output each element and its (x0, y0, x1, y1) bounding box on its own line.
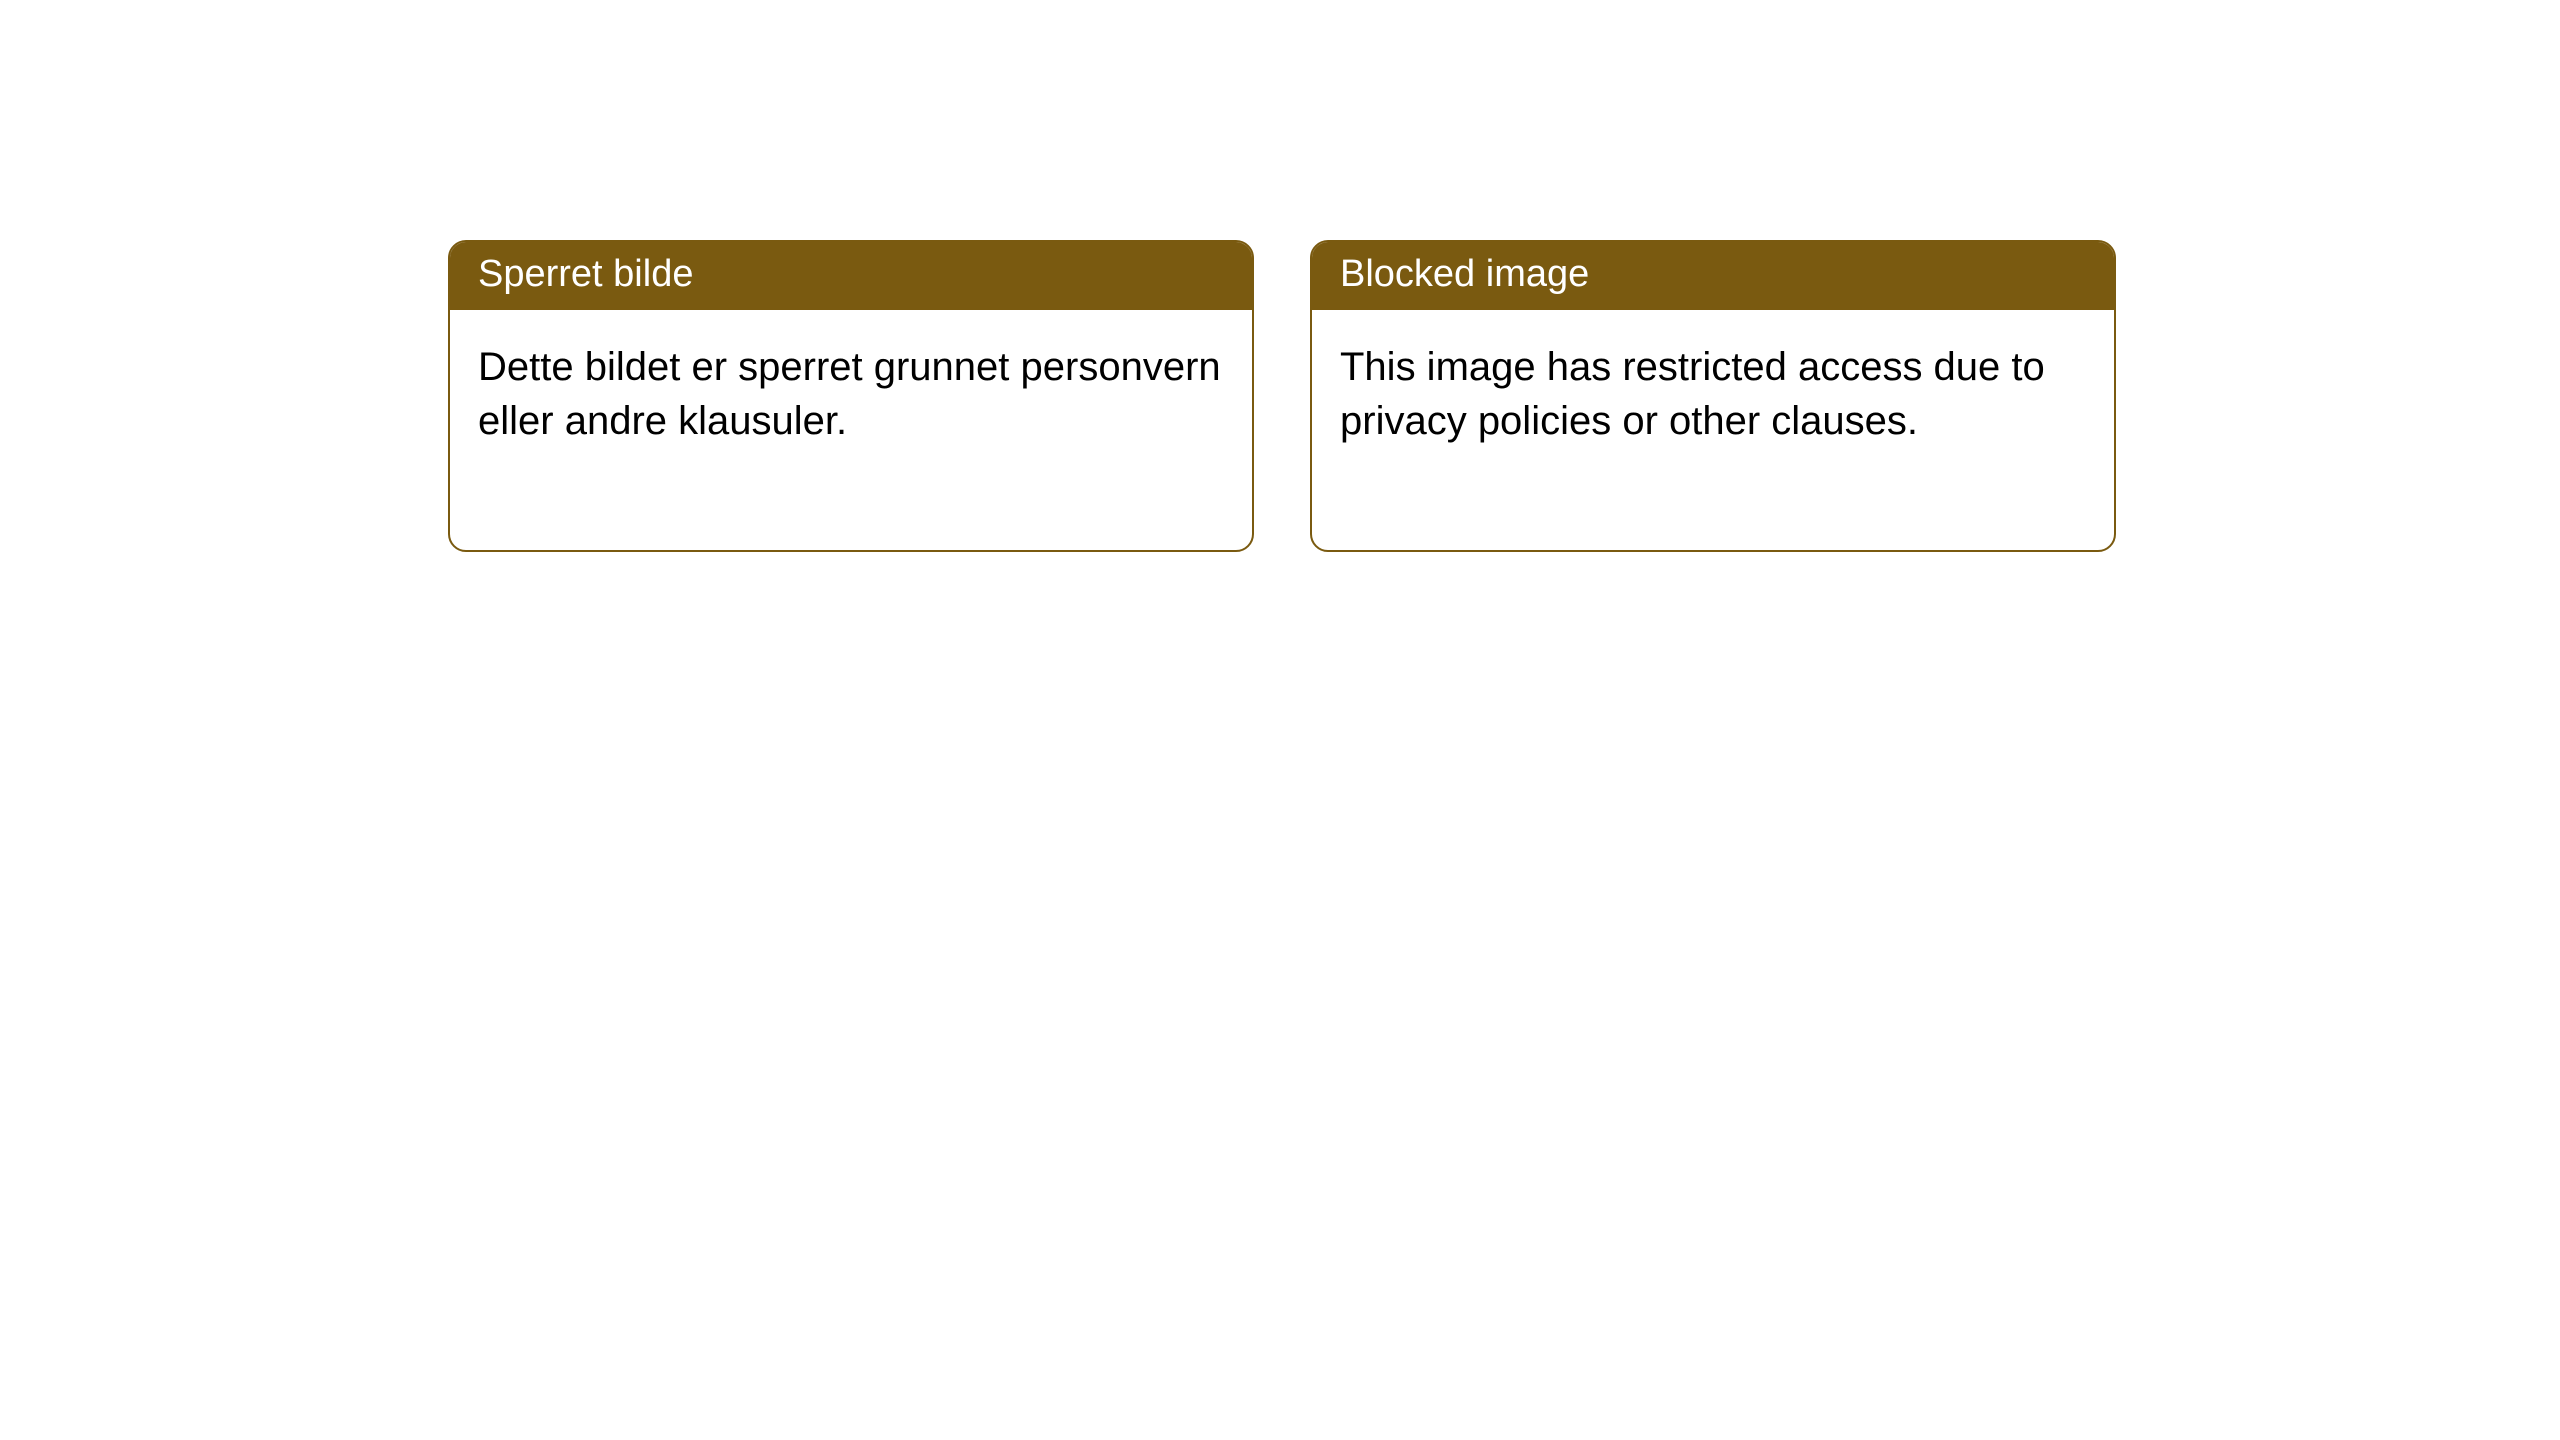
notice-box-english: Blocked image This image has restricted … (1310, 240, 2116, 552)
notice-container: Sperret bilde Dette bildet er sperret gr… (0, 0, 2560, 552)
notice-body: Dette bildet er sperret grunnet personve… (450, 310, 1252, 550)
notice-header: Sperret bilde (450, 242, 1252, 310)
notice-header: Blocked image (1312, 242, 2114, 310)
notice-body: This image has restricted access due to … (1312, 310, 2114, 550)
notice-box-norwegian: Sperret bilde Dette bildet er sperret gr… (448, 240, 1254, 552)
